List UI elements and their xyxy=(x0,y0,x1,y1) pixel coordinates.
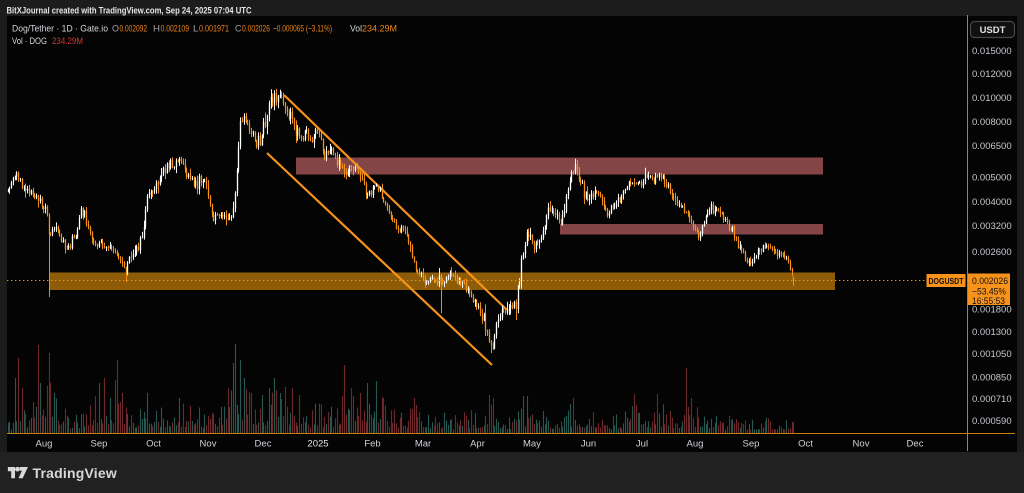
svg-text:2025: 2025 xyxy=(307,439,328,450)
svg-text:234.29M: 234.29M xyxy=(52,36,83,47)
svg-text:0.002600: 0.002600 xyxy=(972,247,1012,258)
svg-text:Vol: Vol xyxy=(350,24,362,35)
svg-text:Dog/Tether · 1D · Gate.io: Dog/Tether · 1D · Gate.io xyxy=(12,24,108,35)
svg-text:0.008000: 0.008000 xyxy=(972,117,1012,128)
svg-text:H: H xyxy=(153,24,160,35)
svg-text:16:55:53: 16:55:53 xyxy=(972,296,1005,306)
svg-text:Mar: Mar xyxy=(415,439,431,450)
svg-text:Feb: Feb xyxy=(364,439,380,450)
svg-text:0.001050: 0.001050 xyxy=(972,349,1012,360)
svg-text:Aug: Aug xyxy=(687,439,704,450)
svg-text:0.001800: 0.001800 xyxy=(972,305,1012,316)
svg-text:Sep: Sep xyxy=(743,439,760,450)
svg-text:Oct: Oct xyxy=(798,439,813,450)
svg-text:Jul: Jul xyxy=(636,439,648,450)
svg-text:0.005000: 0.005000 xyxy=(972,173,1012,184)
svg-text:Sep: Sep xyxy=(91,439,108,450)
svg-text:0.000590: 0.000590 xyxy=(972,416,1012,427)
svg-text:O: O xyxy=(112,24,119,35)
svg-text:May: May xyxy=(523,439,541,450)
svg-text:0.002026: 0.002026 xyxy=(242,24,270,35)
svg-text:−53.45%: −53.45% xyxy=(972,287,1006,297)
svg-text:0.015000: 0.015000 xyxy=(972,46,1012,57)
svg-text:Dec: Dec xyxy=(255,439,272,450)
svg-text:0.012000: 0.012000 xyxy=(972,69,1012,80)
svg-text:Oct: Oct xyxy=(146,439,161,450)
svg-text:Nov: Nov xyxy=(853,439,870,450)
svg-text:0.002109: 0.002109 xyxy=(161,24,190,35)
svg-text:0.006500: 0.006500 xyxy=(972,141,1012,152)
svg-text:0.003200: 0.003200 xyxy=(972,221,1012,232)
svg-text:0.000710: 0.000710 xyxy=(972,394,1012,405)
svg-text:0.001300: 0.001300 xyxy=(972,327,1012,338)
svg-text:0.002092: 0.002092 xyxy=(120,24,148,35)
svg-text:C: C xyxy=(235,24,242,35)
svg-text:Aug: Aug xyxy=(36,439,53,450)
svg-text:0.002026: 0.002026 xyxy=(972,276,1008,287)
svg-text:DOGUSDT: DOGUSDT xyxy=(929,276,965,286)
svg-text:−0.000065 (−3.11%): −0.000065 (−3.11%) xyxy=(273,24,332,35)
svg-text:Jun: Jun xyxy=(581,439,596,450)
svg-text:BitXJournal created with Tradi: BitXJournal created with TradingView.com… xyxy=(7,5,252,15)
svg-text:Nov: Nov xyxy=(200,439,217,450)
svg-text:L: L xyxy=(193,24,199,35)
svg-text:0.010000: 0.010000 xyxy=(972,93,1012,104)
svg-text:Apr: Apr xyxy=(470,439,485,450)
svg-text:234.29M: 234.29M xyxy=(362,24,397,35)
svg-text:Dec: Dec xyxy=(907,439,924,450)
svg-text:0.000850: 0.000850 xyxy=(972,372,1012,383)
svg-text:0.004000: 0.004000 xyxy=(972,197,1012,208)
svg-text:Vol · DOG: Vol · DOG xyxy=(12,36,47,47)
svg-text:0.001971: 0.001971 xyxy=(199,24,229,35)
svg-text:USDT: USDT xyxy=(980,25,1006,36)
